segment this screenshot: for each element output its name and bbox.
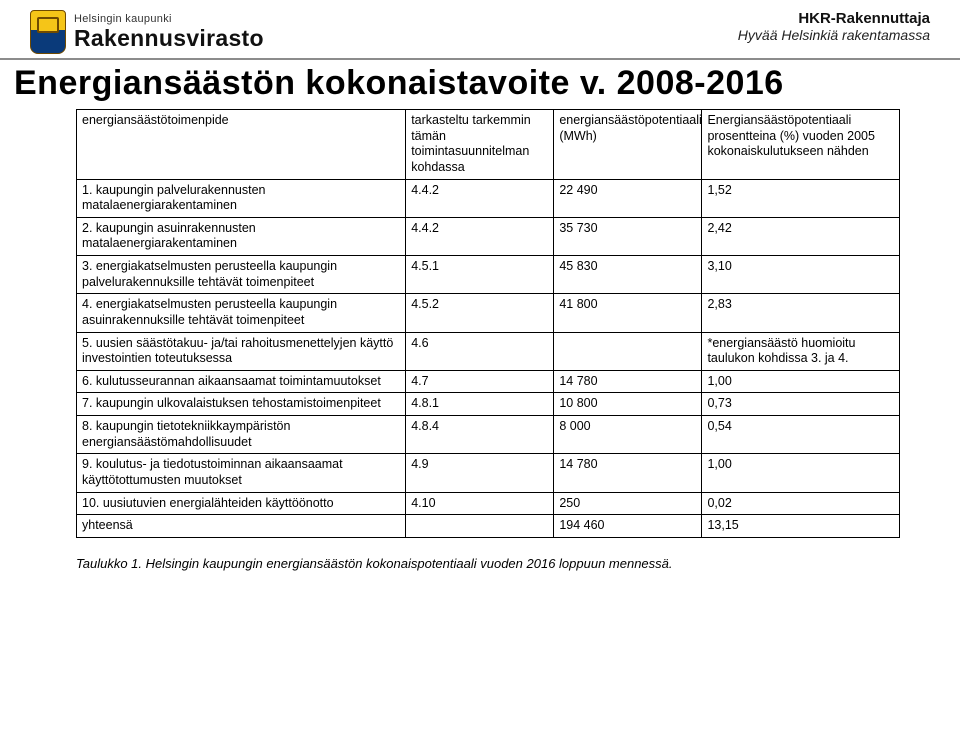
table-cell: 3,10 <box>702 256 900 294</box>
table-row: 6. kulutusseurannan aikaansaamat toimint… <box>77 370 900 393</box>
table-col-header: Energiansäästöpotentiaali prosentteina (… <box>702 110 900 180</box>
table-cell: 4.5.2 <box>406 294 554 332</box>
page-title: Energiansäästön kokonaistavoite v. 2008-… <box>0 64 960 109</box>
table-col-header: tarkasteltu tarkemmin tämän toimintasuun… <box>406 110 554 180</box>
table-cell: 2,42 <box>702 217 900 255</box>
table-cell: 13,15 <box>702 515 900 538</box>
table-cell: 2. kaupungin asuinrakennusten matalaener… <box>77 217 406 255</box>
table-row: 4. energiakatselmusten perusteella kaupu… <box>77 294 900 332</box>
logo-left-text: Helsingin kaupunki Rakennusvirasto <box>74 13 264 52</box>
logo-right-line2: Hyvää Helsinkiä rakentamassa <box>738 27 930 43</box>
table-cell: 41 800 <box>554 294 702 332</box>
table-cell <box>406 515 554 538</box>
table-cell: 1,00 <box>702 370 900 393</box>
table-row: 9. koulutus- ja tiedotustoiminnan aikaan… <box>77 454 900 492</box>
table-cell: 4.9 <box>406 454 554 492</box>
table-cell: 4.4.2 <box>406 217 554 255</box>
table-cell: 10 800 <box>554 393 702 416</box>
table-col-header: energiansäästötoimenpide <box>77 110 406 180</box>
table-cell: 250 <box>554 492 702 515</box>
table-cell: 1,00 <box>702 454 900 492</box>
table-cell: 4.10 <box>406 492 554 515</box>
table-cell: 14 780 <box>554 454 702 492</box>
table-cell: 1,52 <box>702 179 900 217</box>
table-cell: yhteensä <box>77 515 406 538</box>
table-cell: 4. energiakatselmusten perusteella kaupu… <box>77 294 406 332</box>
table-header-row: energiansäästötoimenpide tarkasteltu tar… <box>77 110 900 180</box>
table-cell: 5. uusien säästötakuu- ja/tai rahoitusme… <box>77 332 406 370</box>
table-caption: Taulukko 1. Helsingin kaupungin energian… <box>76 556 900 571</box>
table-cell: 9. koulutus- ja tiedotustoiminnan aikaan… <box>77 454 406 492</box>
table-cell: 22 490 <box>554 179 702 217</box>
table-row: 10. uusiutuvien energialähteiden käyttöö… <box>77 492 900 515</box>
table-cell: 8. kaupungin tietotekniikkaympäristön en… <box>77 416 406 454</box>
table-cell: 4.8.1 <box>406 393 554 416</box>
table-cell: 3. energiakatselmusten perusteella kaupu… <box>77 256 406 294</box>
table-cell: 45 830 <box>554 256 702 294</box>
logo-right: HKR-Rakennuttaja Hyvää Helsinkiä rakenta… <box>738 10 930 43</box>
logo-right-line1: HKR-Rakennuttaja <box>738 10 930 27</box>
table-row: 7. kaupungin ulkovalaistuksen tehostamis… <box>77 393 900 416</box>
table-cell: *energiansäästö huomioitu taulukon kohdi… <box>702 332 900 370</box>
table-cell: 4.4.2 <box>406 179 554 217</box>
table-row: 3. energiakatselmusten perusteella kaupu… <box>77 256 900 294</box>
city-crest-icon <box>30 10 66 54</box>
page-header: Helsingin kaupunki Rakennusvirasto HKR-R… <box>0 0 960 58</box>
logo-left-small: Helsingin kaupunki <box>74 13 264 25</box>
table-cell: 4.7 <box>406 370 554 393</box>
table-cell: 4.6 <box>406 332 554 370</box>
table-row: yhteensä 194 46013,15 <box>77 515 900 538</box>
table-row: 8. kaupungin tietotekniikkaympäristön en… <box>77 416 900 454</box>
content-area: energiansäästötoimenpide tarkasteltu tar… <box>0 109 960 571</box>
table-cell: 7. kaupungin ulkovalaistuksen tehostamis… <box>77 393 406 416</box>
header-divider <box>0 58 960 60</box>
table-cell: 6. kulutusseurannan aikaansaamat toimint… <box>77 370 406 393</box>
logo-left-big: Rakennusvirasto <box>74 25 264 52</box>
table-cell: 4.8.4 <box>406 416 554 454</box>
table-cell: 2,83 <box>702 294 900 332</box>
table-cell: 1. kaupungin palvelurakennusten matalaen… <box>77 179 406 217</box>
table-cell: 4.5.1 <box>406 256 554 294</box>
table-row: 1. kaupungin palvelurakennusten matalaen… <box>77 179 900 217</box>
table-row: 5. uusien säästötakuu- ja/tai rahoitusme… <box>77 332 900 370</box>
table-cell: 14 780 <box>554 370 702 393</box>
table-cell: 8 000 <box>554 416 702 454</box>
table-cell: 194 460 <box>554 515 702 538</box>
table-cell: 0,54 <box>702 416 900 454</box>
table-cell: 35 730 <box>554 217 702 255</box>
table-col-header: energiansäästöpotentiaali (MWh) <box>554 110 702 180</box>
table-cell: 0,02 <box>702 492 900 515</box>
table-cell: 0,73 <box>702 393 900 416</box>
logo-left: Helsingin kaupunki Rakennusvirasto <box>30 10 264 54</box>
table-cell: 10. uusiutuvien energialähteiden käyttöö… <box>77 492 406 515</box>
table-cell <box>554 332 702 370</box>
table-row: 2. kaupungin asuinrakennusten matalaener… <box>77 217 900 255</box>
energy-savings-table: energiansäästötoimenpide tarkasteltu tar… <box>76 109 900 538</box>
